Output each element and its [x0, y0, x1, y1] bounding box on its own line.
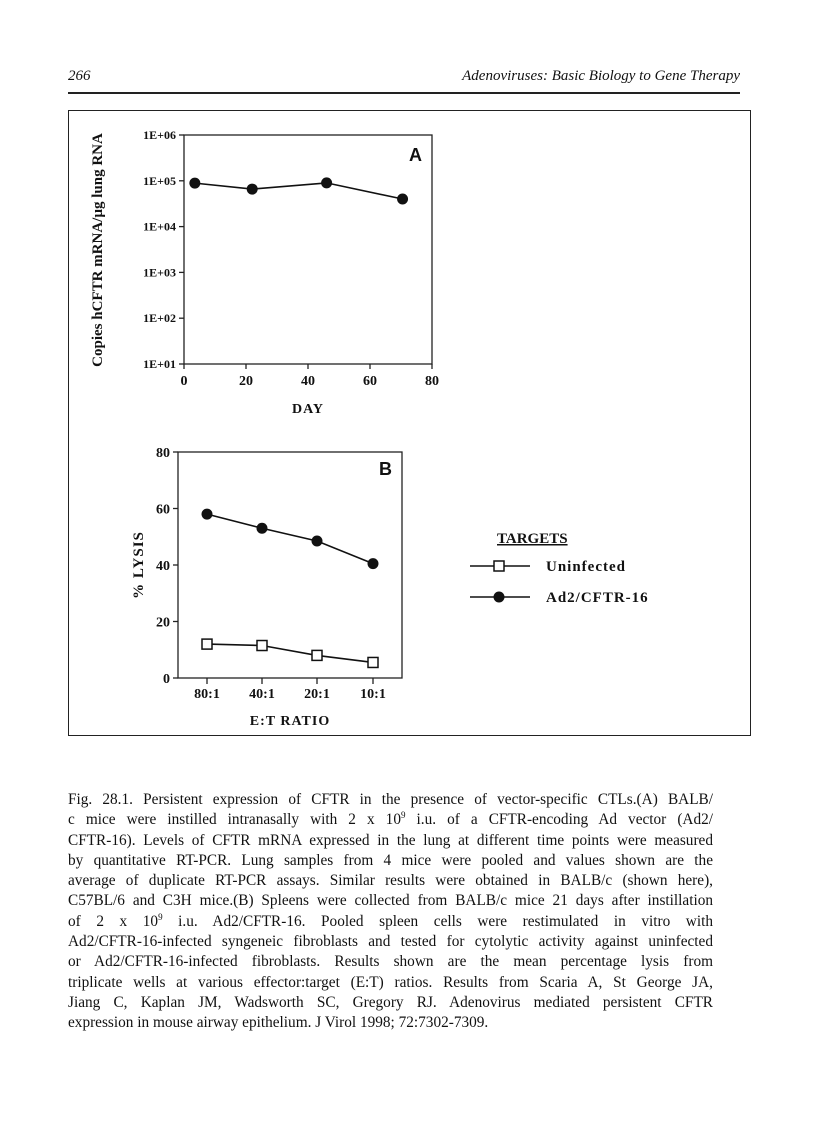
x-tick-label-a: 80	[425, 374, 439, 389]
caption-superscript: 9	[158, 911, 163, 922]
header-rule	[68, 92, 740, 94]
y-tick-label-b: 0	[163, 672, 170, 687]
figure-frame	[68, 110, 751, 736]
caption-line: Jiang C, Kaplan JM, Wadsworth SC, Gregor…	[68, 993, 713, 1013]
x-tick-label-b: 10:1	[360, 687, 386, 702]
plot-area-a	[183, 134, 433, 365]
caption-line: triplicate wells at various effector:tar…	[68, 973, 713, 993]
x-tick-label-a: 40	[301, 374, 315, 389]
data-point-a	[321, 177, 333, 189]
x-tick-label-b: 80:1	[194, 687, 220, 702]
legend-entry: Uninfected	[546, 559, 626, 575]
y-tick-label-a: 1E+03	[143, 265, 176, 279]
x-tick-label-a: 20	[239, 374, 253, 389]
panel-label-a: A	[409, 145, 422, 165]
data-point-b	[256, 522, 268, 534]
running-title: Adenoviruses: Basic Biology to Gene Ther…	[462, 68, 740, 84]
panel-label-b: B	[379, 459, 392, 479]
y-tick-label-a: 1E+06	[143, 128, 176, 142]
caption-line: Fig. 28.1. Persistent expression of CFTR…	[68, 790, 713, 810]
y-tick-label-b: 60	[156, 503, 170, 518]
caption-text: average of duplicate RT-PCR assays. Simi…	[68, 872, 713, 890]
data-point-a	[397, 193, 409, 205]
x-tick-label-a: 60	[363, 374, 377, 389]
data-point-b	[256, 639, 268, 652]
caption-text: triplicate wells at various effector:tar…	[68, 973, 713, 991]
caption-text: i.u. Ad2/CFTR-16. Pooled spleen cells we…	[162, 912, 713, 930]
caption-text: of 2 x 10	[68, 912, 159, 930]
caption-line: of 2 x 109 i.u. Ad2/CFTR-16. Pooled sple…	[68, 912, 713, 932]
caption-superscript: 9	[400, 810, 406, 821]
caption-text: CFTR-16). Levels of CFTR mRNA expressed …	[68, 831, 713, 849]
legend-entry: Ad2/CFTR-16	[546, 590, 649, 606]
y-tick-label-b: 80	[156, 446, 170, 461]
caption-text: or Ad2/CFTR-16-infected fibroblasts. Res…	[68, 953, 713, 971]
caption-text: Fig. 28.1. Persistent expression of CFTR…	[68, 791, 713, 808]
x-tick-label-b: 40:1	[249, 687, 275, 702]
caption-text: c mice were instilled intranasally with …	[68, 811, 401, 829]
caption-line: average of duplicate RT-PCR assays. Simi…	[68, 871, 713, 891]
data-point-b	[311, 535, 323, 547]
data-point-a	[189, 177, 201, 189]
x-axis-label-a: DAY	[292, 402, 324, 417]
caption-line: C57BL/6 and C3H mice.(B) Spleens were co…	[68, 891, 713, 911]
legend-marker	[493, 591, 505, 603]
figure-caption: Fig. 28.1. Persistent expression of CFTR…	[68, 790, 713, 1034]
series-line-b	[206, 513, 374, 565]
x-tick-label-a: 0	[181, 374, 188, 389]
caption-text: i.u. of a CFTR-encoding Ad vector (Ad2/	[405, 811, 714, 829]
caption-line: by quantitative RT-PCR. Lung samples fro…	[68, 851, 713, 871]
caption-line: CFTR-16). Levels of CFTR mRNA expressed …	[68, 831, 713, 851]
data-point-b	[311, 649, 323, 662]
caption-line: expression in mouse airway epithelium. J…	[68, 1013, 713, 1033]
y-axis-label-b: % LYSIS	[131, 531, 147, 599]
caption-text: Jiang C, Kaplan JM, Wadsworth SC, Gregor…	[68, 993, 713, 1011]
data-point-b	[367, 558, 379, 570]
data-point-b	[201, 638, 213, 650]
caption-text: by quantitative RT-PCR. Lung samples fro…	[68, 851, 713, 869]
legend-title: TARGETS	[497, 531, 568, 547]
data-point-b	[201, 508, 213, 520]
caption-text: C57BL/6 and C3H mice.(B) Spleens were co…	[68, 892, 713, 910]
y-tick-label-a: 1E+01	[143, 357, 176, 371]
page-number: 266	[68, 68, 91, 84]
x-tick-label-b: 20:1	[304, 687, 330, 702]
x-axis-label-b: E:T RATIO	[250, 714, 330, 729]
series-line-b	[206, 643, 374, 664]
series-line-a	[194, 182, 403, 200]
caption-line: Ad2/CFTR-16-infected syngeneic fibroblas…	[68, 932, 713, 952]
data-point-a	[246, 183, 258, 195]
caption-text: expression in mouse airway epithelium. J…	[68, 1014, 489, 1032]
data-point-b	[367, 656, 379, 669]
y-tick-label-b: 20	[156, 616, 170, 631]
y-tick-label-a: 1E+02	[143, 311, 176, 325]
y-axis-label-a: Copies hCFTR mRNA/µg lung RNA	[90, 133, 106, 367]
caption-line: c mice were instilled intranasally with …	[68, 810, 713, 830]
caption-text: Ad2/CFTR-16-infected syngeneic fibroblas…	[68, 933, 713, 951]
y-tick-label-a: 1E+05	[143, 174, 176, 188]
y-tick-label-a: 1E+04	[143, 220, 176, 234]
caption-line: or Ad2/CFTR-16-infected fibroblasts. Res…	[68, 952, 713, 972]
y-tick-label-b: 40	[156, 559, 170, 574]
legend-marker	[493, 560, 505, 572]
